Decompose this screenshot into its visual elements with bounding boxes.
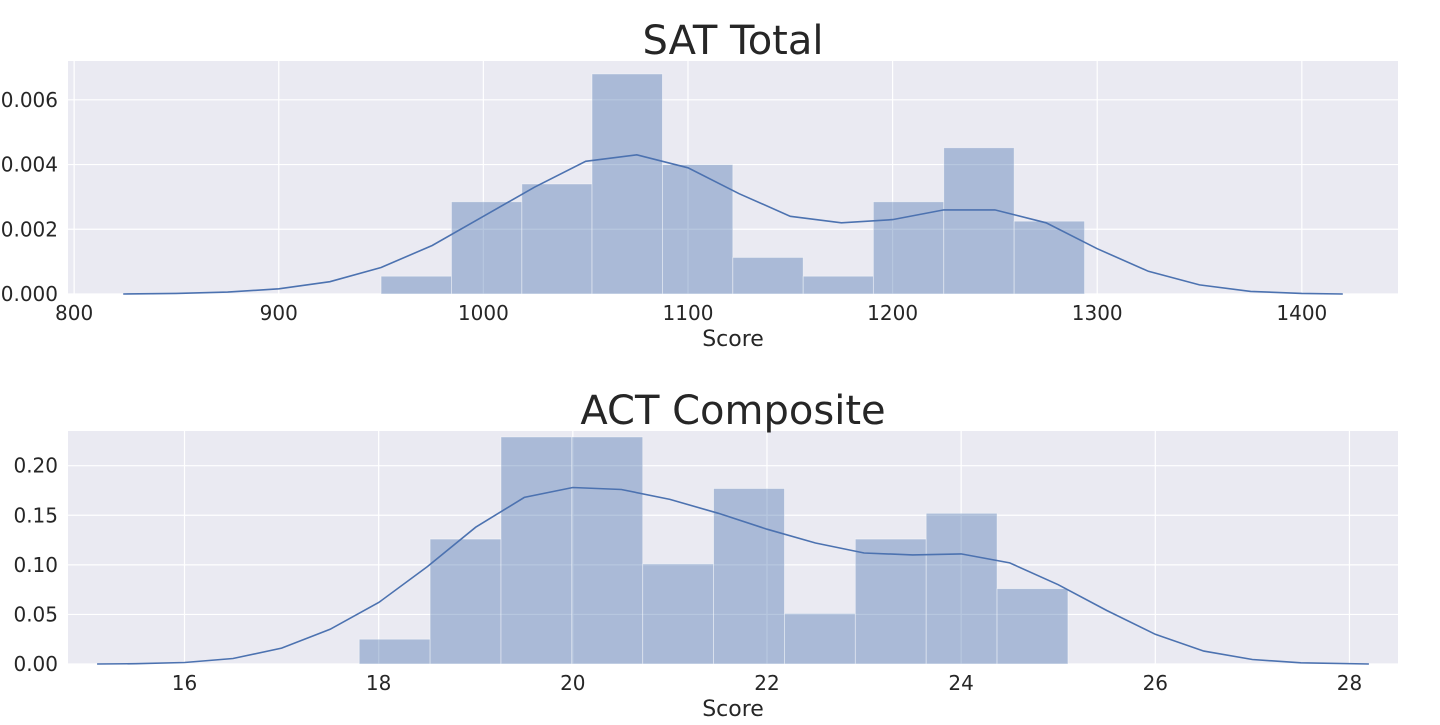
x-tick-label: 16 — [172, 671, 197, 695]
x-tick-label: 1400 — [1276, 301, 1327, 325]
x-tick-label: 26 — [1143, 671, 1168, 695]
y-tick-label: 0.000 — [1, 282, 58, 306]
histogram-bar — [358, 638, 431, 665]
histogram-bar — [996, 588, 1069, 665]
histogram-bar — [1013, 220, 1085, 295]
histogram-bar — [713, 488, 785, 665]
y-tick-labels: 0.000 0.002 0.004 0.006 — [1, 88, 58, 306]
histogram-bar — [451, 201, 523, 295]
y-tick-label: 0.10 — [13, 553, 58, 577]
histogram-bar — [784, 613, 856, 665]
histogram-bar — [521, 183, 593, 295]
x-tick-label: 24 — [948, 671, 973, 695]
histogram-bar — [943, 147, 1015, 295]
chart-title: SAT Total — [643, 18, 824, 64]
histogram-bar — [662, 164, 734, 295]
x-tick-labels: 16 18 20 22 24 26 28 — [172, 671, 1362, 695]
x-axis-label: Score — [702, 327, 764, 352]
x-tick-label: 1200 — [867, 301, 918, 325]
histogram-bar — [500, 436, 573, 665]
x-tick-label: 1000 — [458, 301, 509, 325]
histogram-bars — [380, 73, 1085, 295]
histogram-bar — [591, 73, 663, 295]
sat-total-subplot: 0.000 0.002 0.004 0.006 800 900 1000 1100 1200 1… — [1, 18, 1398, 352]
kde-line — [97, 486, 1369, 665]
histogram-bar — [642, 563, 714, 665]
y-tick-labels: 0.00 0.05 0.10 0.15 0.20 — [13, 454, 58, 676]
x-tick-label: 20 — [560, 671, 585, 695]
x-tick-label: 22 — [754, 671, 779, 695]
act-composite-subplot: 0.00 0.05 0.10 0.15 0.20 16 18 20 22 24 26 28 ACT … — [13, 388, 1398, 722]
x-tick-label: 1100 — [663, 301, 714, 325]
histogram-bar — [925, 512, 998, 665]
histogram-bar — [732, 257, 804, 295]
y-tick-label: 0.00 — [13, 652, 58, 676]
y-tick-label: 0.004 — [1, 153, 58, 177]
x-tick-label: 800 — [55, 301, 93, 325]
kde-line — [123, 153, 1343, 295]
histogram-bar — [802, 275, 874, 295]
x-tick-label: 900 — [260, 301, 298, 325]
histogram-bar — [854, 538, 927, 665]
plot-background — [68, 431, 1398, 664]
histogram-bar — [872, 201, 945, 295]
y-tick-label: 0.20 — [13, 454, 58, 478]
y-tick-label: 0.002 — [1, 217, 58, 241]
y-tick-label: 0.15 — [13, 503, 58, 527]
y-tick-label: 0.006 — [1, 88, 58, 112]
x-axis-label: Score — [702, 697, 764, 720]
x-tick-label: 18 — [366, 671, 391, 695]
x-tick-labels: 800 900 1000 1100 1200 1300 1400 — [55, 301, 1327, 325]
y-tick-label: 0.05 — [13, 602, 58, 626]
histogram-bar — [380, 275, 452, 295]
x-tick-label: 28 — [1337, 671, 1362, 695]
histogram-bar — [429, 538, 502, 665]
x-tick-label: 1300 — [1072, 301, 1123, 325]
chart-title: ACT Composite — [580, 388, 885, 434]
histogram-bars — [358, 436, 1069, 665]
histogram-bar — [571, 436, 644, 665]
